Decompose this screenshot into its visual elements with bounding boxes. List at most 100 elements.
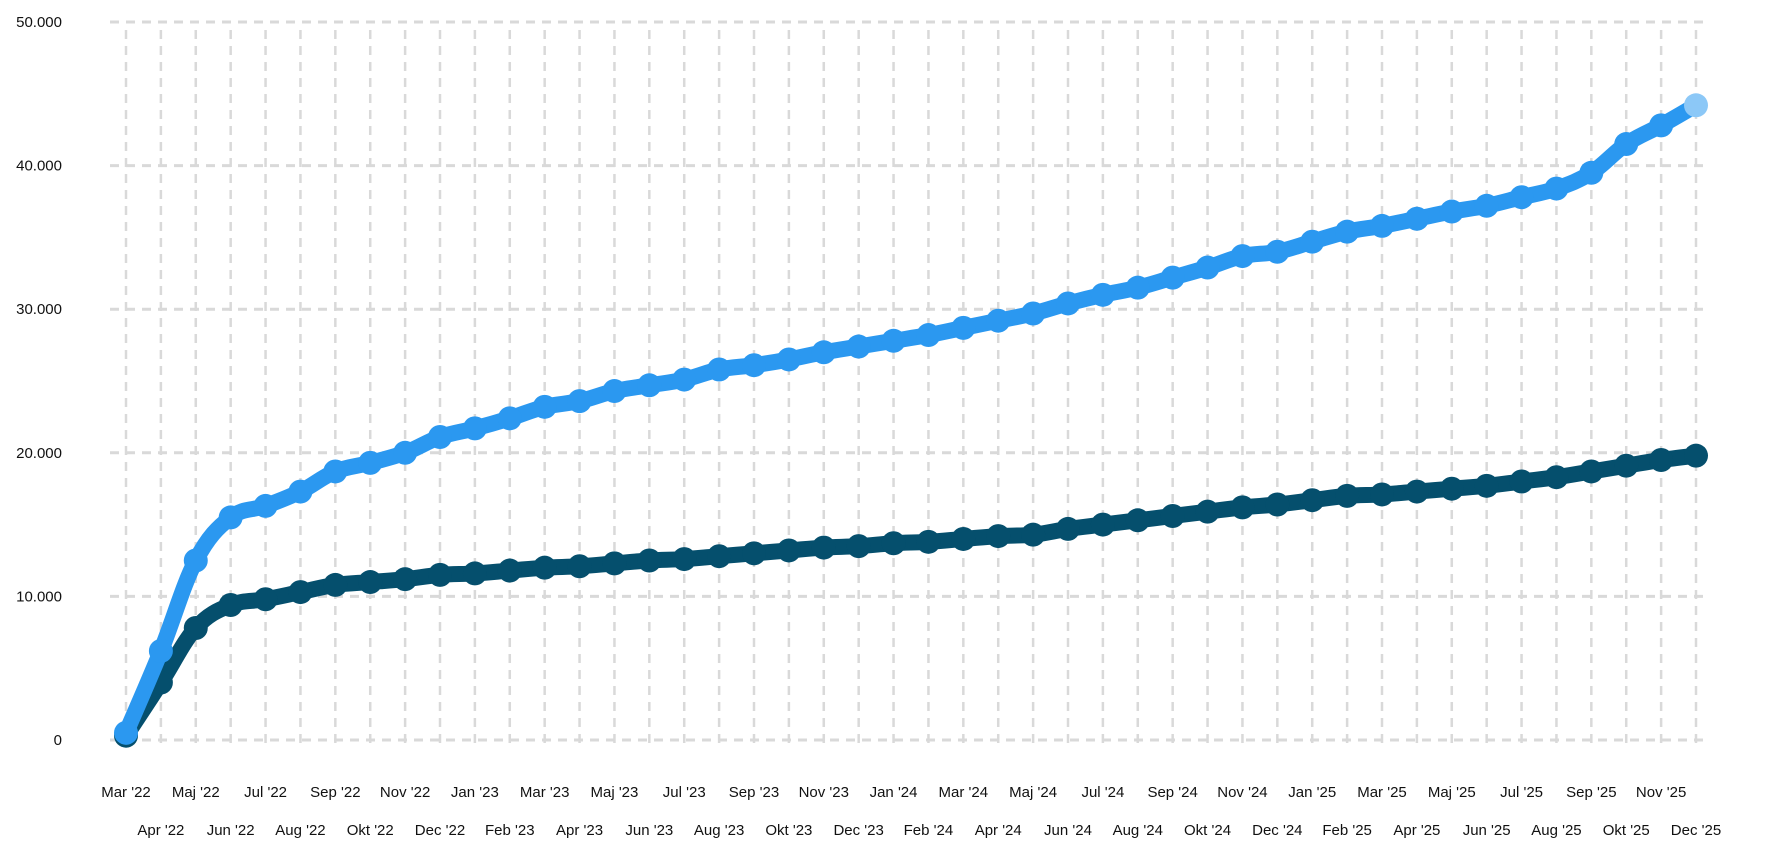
data-point[interactable] (742, 353, 766, 378)
x-tick-label: Apr '24 (975, 822, 1022, 839)
data-point[interactable] (323, 459, 348, 484)
data-point[interactable] (916, 323, 941, 348)
data-point[interactable] (393, 567, 418, 592)
data-point[interactable] (114, 720, 138, 745)
x-tick-label: Maj '25 (1428, 784, 1476, 801)
data-point[interactable] (1370, 213, 1394, 238)
data-point[interactable] (707, 544, 732, 569)
data-point[interactable] (1195, 499, 1220, 524)
data-point[interactable] (1370, 482, 1394, 507)
data-point[interactable] (637, 373, 662, 398)
data-point[interactable] (428, 425, 452, 450)
x-tick-label: Dec '25 (1671, 822, 1721, 839)
data-point[interactable] (358, 570, 383, 595)
data-point[interactable] (218, 505, 243, 530)
data-point[interactable] (1265, 492, 1290, 517)
data-point[interactable] (567, 389, 592, 414)
data-point[interactable] (1265, 239, 1290, 264)
y-tick-label: 10.000 (16, 588, 62, 605)
data-point[interactable] (1544, 465, 1569, 490)
data-point[interactable] (1509, 185, 1534, 210)
data-point[interactable] (1335, 219, 1360, 244)
data-point[interactable] (1021, 301, 1046, 326)
data-point[interactable] (881, 531, 906, 556)
data-point[interactable] (1474, 473, 1499, 498)
data-point[interactable] (1474, 193, 1499, 218)
data-point[interactable] (846, 334, 871, 359)
data-point[interactable] (1509, 469, 1534, 494)
data-point[interactable] (462, 561, 487, 586)
data-point[interactable] (1300, 488, 1325, 513)
data-point[interactable] (672, 547, 697, 572)
data-point[interactable] (497, 558, 522, 583)
data-point[interactable] (218, 593, 243, 618)
data-point[interactable] (567, 554, 592, 579)
data-point[interactable] (1684, 443, 1708, 468)
data-point[interactable] (1335, 483, 1360, 508)
x-tick-label: Apr '23 (556, 822, 603, 839)
data-point[interactable] (1579, 160, 1604, 185)
data-point[interactable] (1649, 113, 1674, 138)
data-point[interactable] (532, 555, 557, 580)
data-point[interactable] (811, 535, 836, 560)
data-point[interactable] (183, 615, 208, 640)
data-point[interactable] (602, 379, 627, 404)
data-point[interactable] (1439, 476, 1464, 501)
data-point[interactable] (1021, 522, 1046, 547)
data-point[interactable] (916, 529, 941, 554)
data-point[interactable] (323, 572, 348, 597)
data-point[interactable] (1614, 132, 1639, 157)
data-point[interactable] (846, 534, 871, 559)
data-point[interactable] (253, 493, 278, 518)
data-point[interactable] (253, 587, 278, 612)
data-point[interactable] (1649, 447, 1674, 472)
x-tick-label: Mar '23 (520, 784, 570, 801)
data-point[interactable] (776, 347, 801, 372)
data-point[interactable] (707, 357, 732, 382)
data-point[interactable] (1579, 459, 1604, 484)
data-point[interactable] (497, 406, 522, 431)
data-point[interactable] (742, 541, 766, 566)
data-point[interactable] (1684, 93, 1708, 118)
data-point[interactable] (148, 638, 173, 663)
data-point[interactable] (462, 416, 487, 441)
data-point[interactable] (358, 450, 383, 475)
data-point[interactable] (881, 328, 906, 353)
data-point[interactable] (1056, 291, 1080, 316)
data-point[interactable] (532, 394, 557, 419)
data-point[interactable] (776, 538, 801, 563)
x-tick-label: Feb '23 (485, 822, 535, 839)
data-point[interactable] (288, 479, 313, 504)
data-point[interactable] (1300, 229, 1325, 254)
data-point[interactable] (951, 526, 976, 551)
data-point[interactable] (1125, 508, 1150, 533)
data-point[interactable] (1056, 516, 1080, 541)
data-point[interactable] (1439, 199, 1464, 224)
data-point[interactable] (672, 367, 697, 392)
data-point[interactable] (602, 551, 627, 576)
data-point[interactable] (428, 562, 452, 587)
data-point[interactable] (637, 548, 662, 573)
data-point[interactable] (1125, 275, 1150, 300)
data-point[interactable] (1230, 495, 1255, 520)
data-point[interactable] (1090, 512, 1115, 537)
data-point[interactable] (951, 315, 976, 340)
data-point[interactable] (1404, 206, 1429, 231)
data-point[interactable] (986, 308, 1011, 333)
data-point[interactable] (986, 524, 1011, 549)
data-point[interactable] (288, 580, 313, 605)
data-point[interactable] (1160, 503, 1185, 528)
data-point[interactable] (1614, 453, 1639, 478)
x-tick-label: Mar '24 (939, 784, 989, 801)
data-point[interactable] (811, 340, 836, 365)
data-point[interactable] (1230, 244, 1255, 269)
data-point[interactable] (1404, 479, 1429, 504)
data-point[interactable] (1195, 255, 1220, 280)
data-point[interactable] (1160, 265, 1185, 290)
data-point[interactable] (183, 548, 208, 573)
data-point[interactable] (1544, 176, 1569, 201)
data-point[interactable] (1090, 282, 1115, 307)
data-point[interactable] (393, 440, 418, 465)
grid (110, 20, 1710, 746)
